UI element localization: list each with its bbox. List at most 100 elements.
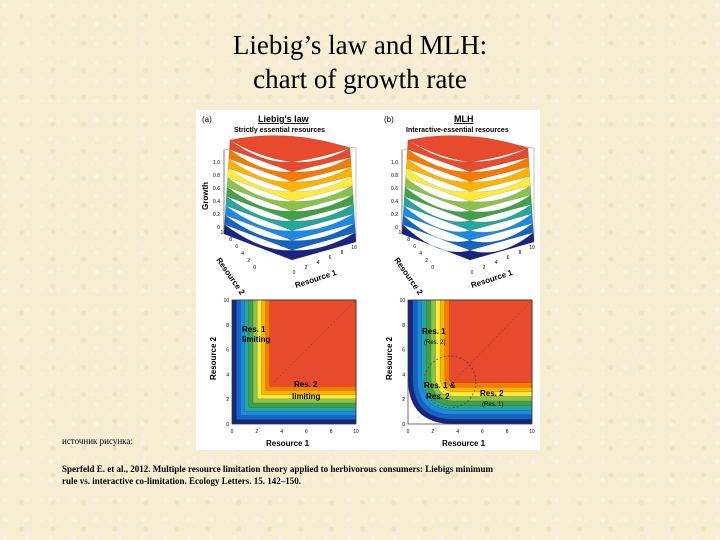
res1-tick-label: 2 — [483, 265, 486, 271]
surface-band — [227, 167, 353, 202]
res1-tick-label: 6 — [329, 255, 332, 261]
panel-c-frame — [231, 299, 357, 425]
surface-band — [403, 195, 533, 231]
res2-tick-label: 0 — [431, 265, 434, 271]
z-tick-label: 0.6 — [213, 186, 220, 192]
surface-top — [229, 135, 351, 163]
panel-a-heading: Liebig's law — [258, 114, 310, 124]
x-tick-label: 0 — [231, 429, 234, 435]
panel-c: 0 2 4 6 8 10 0 2 4 6 8 10 Resource 2 Resource 1 Res… — [209, 298, 359, 448]
co-limitation-circle — [423, 355, 477, 409]
panel-c-region1-line1: Res. 1 — [242, 325, 266, 334]
panel-a-subheading: Strictly essential resources — [234, 127, 325, 134]
y-tick-label: 0 — [402, 422, 405, 428]
surface-band — [226, 186, 354, 222]
res1-tick-label: 8 — [519, 250, 522, 256]
panel-d-region1-sub: (Res. 2) — [424, 340, 445, 346]
x-tick-label: 2 — [431, 429, 434, 435]
res1-tick-label: 10 — [351, 245, 357, 251]
res1-tick-label: 8 — [341, 250, 344, 256]
contour-band — [449, 299, 533, 383]
panel-b-res1-label: Resource 1 — [470, 268, 514, 290]
panel-a-res1-label: Resource 1 — [294, 268, 338, 290]
surface-band — [405, 167, 531, 202]
panel-a-z-label: Growth — [201, 182, 210, 210]
res2-tick-label: 4 — [241, 251, 244, 257]
surface-band — [404, 186, 532, 222]
z-tick-label: 0.4 — [391, 199, 398, 205]
surface-band — [401, 224, 535, 261]
res2-tick-label: 4 — [419, 251, 422, 257]
panel-a-res1-ticks: 0 2 4 6 8 10 — [293, 245, 357, 276]
panel-d-region2-line1: Res. 2 — [480, 389, 504, 398]
panel-c-region2-line1: Res. 2 — [294, 380, 318, 389]
panel-b-res2-label: Resource 2 — [392, 256, 424, 297]
panel-d-frame — [407, 299, 533, 425]
surface-band — [404, 177, 532, 212]
surface-band — [226, 177, 354, 212]
surface-band — [402, 205, 534, 241]
res1-tick-label: 0 — [293, 270, 296, 276]
y-tick-label: 8 — [402, 323, 405, 329]
surface-band — [228, 149, 352, 182]
surface-band — [227, 158, 353, 192]
x-tick-label: 10 — [529, 429, 535, 435]
surface-band — [223, 224, 357, 261]
surface-top — [407, 135, 529, 163]
x-tick-label: 8 — [330, 429, 333, 435]
y-tick-label: 0 — [226, 422, 229, 428]
panel-b-letter: (b) — [384, 115, 394, 124]
z-tick-label: 0 — [395, 225, 398, 231]
z-tick-label: 0.2 — [391, 212, 398, 218]
panel-d-region1-line1: Res. 1 — [422, 327, 446, 336]
surface-band — [229, 139, 351, 173]
x-tick-label: 2 — [255, 429, 258, 435]
panel-d-y-label: Resource 2 — [385, 336, 394, 380]
x-tick-label: 10 — [353, 429, 359, 435]
contour-band — [269, 299, 357, 387]
panel-b: (b) MLH Interactive-essential resources … — [384, 114, 535, 297]
y-tick-label: 6 — [226, 348, 229, 354]
x-tick-label: 4 — [456, 429, 459, 435]
y-tick-label: 6 — [402, 348, 405, 354]
panel-d: 0 2 4 6 8 10 0 2 4 6 8 10 Resource 2 Resource 1 Res… — [385, 298, 535, 448]
panel-a-letter: (a) — [202, 115, 212, 124]
x-tick-label: 6 — [305, 429, 308, 435]
panel-d-region3-line2: Res. 2 — [426, 392, 450, 401]
surface-band — [402, 214, 534, 251]
panel-c-y-label: Resource 2 — [209, 336, 218, 380]
panel-c-contour — [231, 299, 357, 425]
surface-band — [224, 205, 356, 241]
res1-tick-label: 2 — [305, 265, 308, 271]
panel-c-x-label: Resource 1 — [266, 439, 310, 448]
surface-band — [225, 196, 355, 231]
y-tick-label: 4 — [226, 372, 229, 378]
panel-a-z-ticks: 1.0 0.8 0.6 0.4 0.2 0 — [213, 160, 220, 231]
x-tick-label: 6 — [481, 429, 484, 435]
z-tick-label: 0.8 — [391, 173, 398, 179]
panel-d-contour — [407, 299, 533, 425]
panel-d-region3-line1: Res. 1 & — [424, 381, 456, 390]
diagonal-guide — [273, 299, 357, 383]
panel-d-region2-sub: (Res. 1) — [482, 402, 503, 408]
y-tick-label: 10 — [223, 298, 229, 304]
panel-c-ticks: 0 2 4 6 8 10 0 2 4 6 8 10 — [223, 298, 359, 435]
panel-a-surface — [223, 135, 357, 261]
y-tick-label: 10 — [399, 298, 405, 304]
res1-tick-label: 4 — [495, 260, 498, 266]
surface-band — [405, 158, 531, 192]
z-tick-label: 0.8 — [213, 173, 220, 179]
y-tick-label: 4 — [402, 372, 405, 378]
res2-tick-label: 10 — [398, 230, 404, 236]
panel-d-x-label: Resource 1 — [442, 439, 486, 448]
surface-band — [407, 139, 529, 173]
res2-tick-label: 2 — [425, 258, 428, 264]
res2-tick-label: 6 — [235, 244, 238, 250]
surface-band — [406, 149, 530, 182]
panel-b-heading: MLH — [454, 114, 474, 124]
citation-text: Sperfeld E. et al., 2012. Multiple resou… — [62, 464, 493, 486]
res1-tick-label: 4 — [317, 260, 320, 266]
z-tick-label: 0 — [217, 225, 220, 231]
res1-tick-label: 10 — [529, 245, 535, 251]
